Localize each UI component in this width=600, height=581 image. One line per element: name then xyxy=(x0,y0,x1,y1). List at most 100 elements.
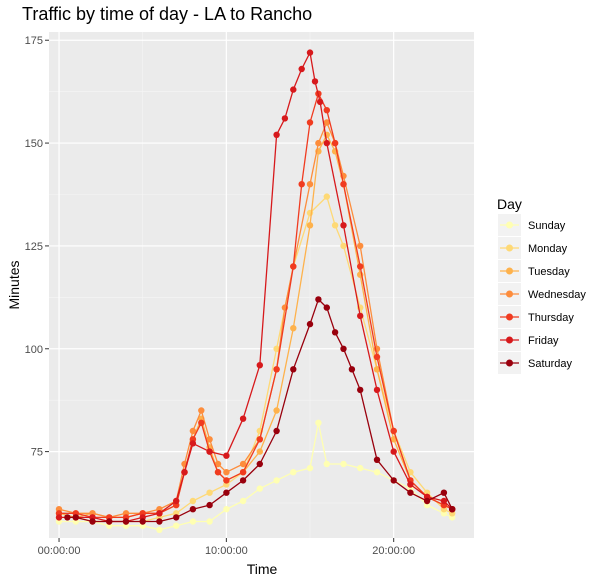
data-point xyxy=(323,119,330,126)
data-point xyxy=(373,456,381,463)
data-point xyxy=(273,131,280,138)
data-point xyxy=(290,469,297,476)
data-point xyxy=(189,440,197,447)
data-point xyxy=(290,86,297,93)
x-tick-label: 00:00:00 xyxy=(38,545,81,557)
data-point xyxy=(239,497,247,505)
data-point xyxy=(173,497,180,505)
data-point xyxy=(306,464,314,472)
data-point xyxy=(323,107,330,114)
data-point xyxy=(173,514,180,521)
x-tick-label: 10:00:00 xyxy=(205,545,248,557)
data-point xyxy=(357,263,364,270)
data-point xyxy=(156,518,163,525)
x-axis: 00:00:00 10:00:00 20:00:00 xyxy=(38,538,415,557)
data-point xyxy=(306,119,314,126)
data-point xyxy=(323,139,330,147)
data-point xyxy=(206,489,213,496)
legend-key-point xyxy=(506,336,513,344)
data-point xyxy=(357,242,364,250)
legend-key-point xyxy=(506,313,513,321)
data-point xyxy=(323,460,330,468)
legend-key-point xyxy=(506,244,513,252)
legend-key-point xyxy=(506,221,513,229)
data-point xyxy=(390,427,397,435)
data-point xyxy=(440,489,448,496)
data-point xyxy=(290,366,297,373)
data-point xyxy=(407,481,414,488)
data-point xyxy=(206,501,213,509)
data-point xyxy=(290,263,297,270)
data-point xyxy=(223,452,230,459)
legend-key-point xyxy=(506,359,513,367)
data-point xyxy=(331,139,339,147)
y-tick-label: 100 xyxy=(25,344,43,356)
legend-label-wednesday: Wednesday xyxy=(528,289,586,301)
data-point xyxy=(440,497,448,505)
data-point xyxy=(423,497,431,505)
data-point xyxy=(390,477,397,484)
legend-key-point xyxy=(506,290,513,298)
y-tick-label: 150 xyxy=(25,138,43,150)
data-point xyxy=(139,518,146,525)
data-point xyxy=(315,139,322,147)
data-point xyxy=(340,345,347,352)
data-point xyxy=(239,460,247,468)
y-tick-label: 125 xyxy=(25,241,43,253)
data-point xyxy=(373,469,381,476)
data-point xyxy=(64,514,71,521)
data-point xyxy=(306,49,314,56)
data-point xyxy=(273,427,280,435)
data-point xyxy=(223,489,230,496)
data-point xyxy=(189,427,197,435)
data-point xyxy=(298,65,305,73)
legend-label-tuesday: Tuesday xyxy=(528,266,570,278)
data-point xyxy=(331,222,339,229)
data-point xyxy=(373,366,381,373)
data-point xyxy=(189,506,197,513)
data-point xyxy=(273,477,280,484)
major-gridlines xyxy=(49,32,474,538)
data-point xyxy=(407,489,414,496)
data-point xyxy=(89,518,96,525)
data-point xyxy=(357,312,364,320)
data-point xyxy=(122,518,130,525)
data-point xyxy=(198,407,205,414)
y-axis-title: Minutes xyxy=(6,260,22,309)
data-point xyxy=(316,98,324,106)
y-axis: 75 100 125 150 175 xyxy=(25,35,49,459)
legend-label-thursday: Thursday xyxy=(528,312,574,324)
data-point xyxy=(281,115,289,122)
data-point xyxy=(189,518,197,525)
data-point xyxy=(311,78,319,85)
data-point xyxy=(323,193,330,200)
legend-label-sunday: Sunday xyxy=(528,220,566,232)
data-point xyxy=(156,510,163,517)
data-point xyxy=(256,448,263,455)
data-point xyxy=(181,469,188,476)
data-point xyxy=(206,518,213,525)
data-point xyxy=(223,477,230,484)
data-point xyxy=(189,497,197,505)
legend: Day Sunday Monday Tuesday Wednesday Thursday… xyxy=(497,196,586,374)
legend-key-point xyxy=(506,267,513,275)
data-point xyxy=(273,366,280,373)
data-point xyxy=(390,448,397,455)
x-tick-label: 20:00:00 xyxy=(372,545,415,557)
data-point xyxy=(106,518,113,525)
data-point xyxy=(373,353,381,361)
data-point xyxy=(239,415,247,422)
minor-gridlines xyxy=(49,32,474,538)
data-point xyxy=(306,181,314,188)
data-point xyxy=(315,419,322,426)
data-point xyxy=(256,436,263,443)
data-point xyxy=(340,460,347,468)
data-point xyxy=(214,460,222,468)
data-point xyxy=(298,181,305,188)
data-point xyxy=(348,366,356,373)
data-point xyxy=(256,362,263,369)
y-tick-label: 75 xyxy=(31,447,43,459)
data-point xyxy=(198,419,205,426)
y-tick-label: 175 xyxy=(25,35,43,47)
